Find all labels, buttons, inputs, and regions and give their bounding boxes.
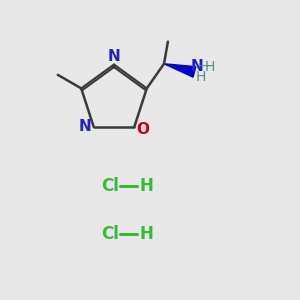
Text: N: N (79, 119, 92, 134)
Text: H: H (195, 70, 206, 84)
Text: Cl: Cl (100, 177, 118, 195)
Text: H: H (140, 225, 153, 243)
Polygon shape (164, 64, 196, 77)
Text: H: H (140, 177, 153, 195)
Text: O: O (136, 122, 149, 137)
Text: —: — (198, 59, 212, 74)
Text: Cl: Cl (100, 225, 118, 243)
Text: N: N (108, 50, 120, 64)
Text: N: N (190, 59, 203, 74)
Text: H: H (204, 59, 214, 74)
